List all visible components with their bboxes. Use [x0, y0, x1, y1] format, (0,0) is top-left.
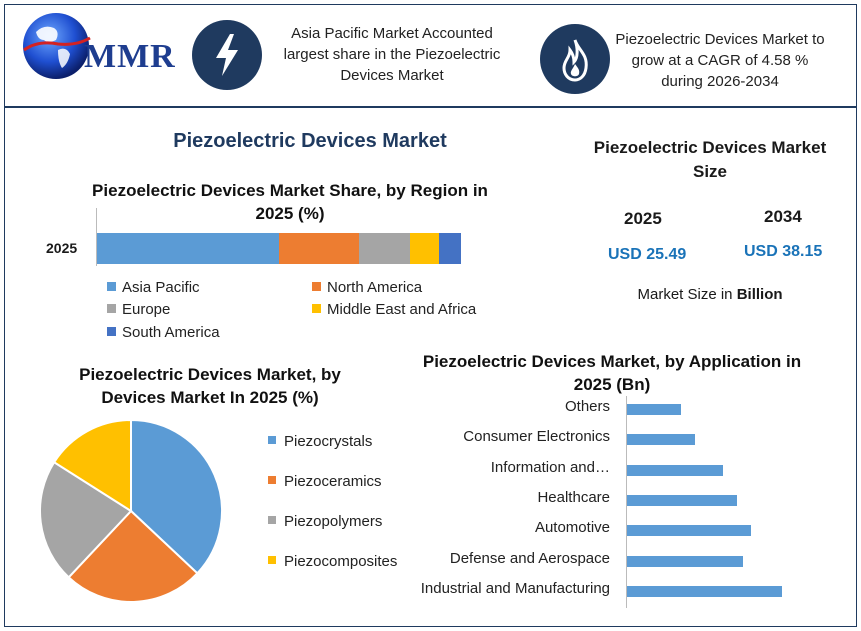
pie-legend-item-piezocomposites: Piezocomposites [268, 553, 397, 570]
legend-swatch [107, 303, 116, 313]
application-bar-information-and [627, 464, 723, 476]
legend-label: Middle East and Africa [327, 301, 477, 318]
market-size-unit-bold: Billion [736, 286, 783, 303]
region-bar-segment-south-america [439, 233, 461, 264]
region-legend-item-north-america: North America [312, 279, 422, 296]
pie-legend-item-piezopolymers: Piezopolymers [268, 513, 382, 530]
market-size-unit: Market Size in Billion [600, 286, 820, 303]
market-size-title: Piezoelectric Devices Market Size [593, 138, 827, 181]
globe-icon [23, 13, 91, 79]
application-bar-healthcare [627, 494, 737, 506]
pie-legend-item-piezocrystals: Piezocrystals [268, 433, 372, 450]
devices-pie-chart [39, 418, 223, 603]
pie-slice-piezopolymers [39, 460, 133, 579]
pie-slice-piezocrystals [130, 418, 223, 575]
application-chart-axis [626, 396, 627, 608]
legend-label: Piezopolymers [284, 513, 383, 530]
application-label-industrial-and-manufacturing: Industrial and Manufacturing [420, 579, 610, 597]
region-bar-category: 2025 [46, 240, 78, 256]
market-size-unit-prefix: Market Size in [637, 286, 737, 303]
region-legend-item-europe: Europe [107, 301, 170, 318]
legend-label: Piezocrystals [284, 433, 373, 450]
legend-label: North America [327, 279, 423, 296]
region-bar-segment-middle-east-and-africa [410, 233, 440, 264]
region-bar-segment-north-america [279, 233, 360, 264]
lightning-bolt-icon [192, 20, 262, 90]
region-chart-title: Piezoelectric Devices Market Share, by R… [92, 181, 488, 223]
application-bar-automotive [627, 525, 751, 537]
header-divider [4, 106, 857, 108]
legend-swatch [268, 516, 276, 525]
market-size-value-2034: USD 38.15 [744, 243, 823, 260]
devices-chart-title: Piezoelectric Devices Market, by Devices… [79, 365, 341, 407]
region-legend-item-middle-east-and-africa: Middle East and Africa [312, 301, 476, 318]
flame-icon [540, 24, 610, 94]
region-chart-axis [96, 208, 97, 266]
main-title: Piezoelectric Devices Market [173, 130, 447, 152]
region-bar-segment-asia-pacific [97, 233, 279, 264]
pie-slice-piezoceramics [67, 509, 199, 603]
legend-swatch [268, 436, 276, 445]
application-label-consumer-electronics: Consumer Electronics [463, 428, 610, 446]
legend-swatch [312, 303, 321, 313]
legend-label: South America [122, 324, 220, 341]
logo-text: MMR [84, 38, 176, 75]
headline-asia-pacific: Asia Pacific Market Accounted largest sh… [283, 25, 501, 84]
legend-swatch [312, 281, 321, 291]
pie-legend-item-piezoceramics: Piezoceramics [268, 473, 382, 490]
application-bar-industrial-and-manufacturing [627, 585, 782, 597]
application-label-information-and: Information and… [490, 458, 610, 476]
region-bar-segment-europe [359, 233, 411, 264]
market-size-year-2025: 2025 [624, 209, 662, 228]
application-bar-others [627, 404, 681, 415]
application-label-others: Others [564, 398, 610, 415]
region-legend-item-asia-pacific: Asia Pacific [107, 279, 200, 296]
page-frame [4, 4, 857, 627]
headline-cagr: Piezoelectric Devices Market to grow at … [615, 31, 825, 90]
application-label-automotive: Automotive [534, 519, 610, 537]
legend-label: Piezoceramics [284, 473, 382, 490]
legend-label: Europe [122, 301, 171, 318]
application-chart-title: Piezoelectric Devices Market, by Applica… [422, 352, 802, 394]
region-legend-item-south-america: South America [107, 324, 220, 341]
application-bar-consumer-electronics [627, 434, 695, 446]
legend-swatch [107, 281, 116, 291]
application-label-healthcare: Healthcare [537, 488, 610, 506]
market-size-value-2025: USD 25.49 [608, 246, 687, 263]
legend-label: Piezocomposites [284, 553, 398, 570]
application-label-defense-and-aerospace: Defense and Aerospace [449, 549, 610, 567]
market-size-year-2034: 2034 [764, 207, 802, 226]
application-bar-defense-and-aerospace [627, 555, 743, 567]
legend-swatch [107, 326, 116, 336]
mmr-logo: MMR [18, 10, 178, 80]
legend-label: Asia Pacific [122, 279, 200, 296]
legend-swatch [268, 556, 276, 565]
legend-swatch [268, 476, 276, 485]
pie-slice-piezocomposites [52, 418, 132, 513]
